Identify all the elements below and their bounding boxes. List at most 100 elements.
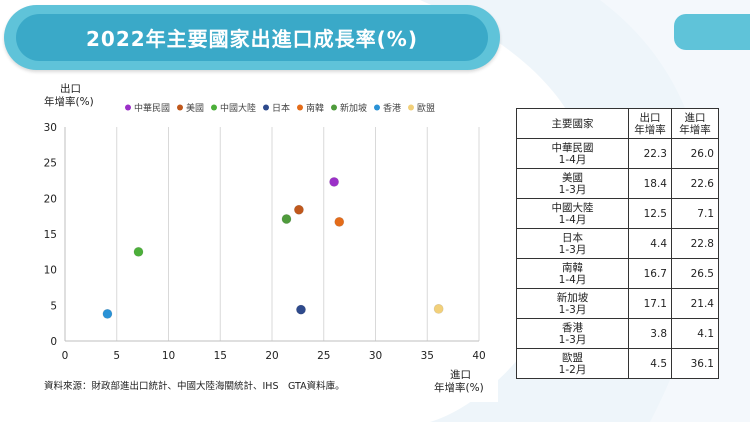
y-tick-label: 10 <box>44 265 57 277</box>
x-tick-label: 0 <box>62 350 69 362</box>
table-row: 香港 1-3月 3.8 4.1 <box>516 318 719 349</box>
export-value: 16.7 <box>628 258 672 289</box>
legend-label: 新加坡 <box>340 102 367 114</box>
page-title: 2022年主要國家出進口成長率(%) <box>86 27 418 51</box>
import-value: 26.0 <box>671 138 719 169</box>
import-value: 4.1 <box>671 318 719 349</box>
y-tick-label: 20 <box>44 193 57 205</box>
country-name: 美國 <box>562 171 583 184</box>
x-tick-label: 30 <box>369 350 382 362</box>
country-name: 南韓 <box>562 261 583 274</box>
y-tick-label: 25 <box>44 158 57 170</box>
legend-marker <box>331 104 337 111</box>
country-period: 1-4月 <box>558 213 587 226</box>
header-export-line2: 年增率 <box>634 123 666 136</box>
legend-label: 日本 <box>272 102 290 114</box>
source-note: 資料來源：財政部進出口統計、中國大陸海關統計、IHS GTA資料庫。 <box>44 381 345 392</box>
title-banner: 2022年主要國家出進口成長率(%) <box>4 5 500 70</box>
country-cell: 中華民國 1-4月 <box>516 138 629 169</box>
x-tick-label: 40 <box>472 350 485 362</box>
import-value: 7.1 <box>671 198 719 229</box>
import-value: 26.5 <box>671 258 719 289</box>
x-tick-label: 20 <box>265 350 278 362</box>
data-point <box>133 246 144 257</box>
legend-label: 歐盟 <box>417 102 435 114</box>
country-name: 日本 <box>562 231 583 244</box>
x-axis-label-line1: 進口 <box>450 369 471 381</box>
table-row: 南韓 1-4月 16.7 26.5 <box>516 258 719 289</box>
legend-label: 中國大陸 <box>220 102 256 114</box>
data-table: 主要國家 出口 年增率 進口 年增率 中華民國 1-4月 22.3 26.0 <box>516 108 719 379</box>
x-tick-label: 15 <box>214 350 227 362</box>
data-point <box>433 303 444 314</box>
data-point <box>281 214 292 224</box>
country-period: 1-3月 <box>558 303 587 316</box>
table-row: 中國大陸 1-4月 12.5 7.1 <box>516 198 719 229</box>
grid-layer <box>116 127 480 341</box>
export-value: 12.5 <box>628 198 672 229</box>
y-axis-label-line2: 年增率(%) <box>44 95 94 108</box>
table-row: 日本 1-3月 4.4 22.8 <box>516 228 719 259</box>
axis-layer: 0 5 10 15 20 25 30 35 40 0 5 10 15 20 25 30 <box>44 122 486 362</box>
legend-marker <box>374 104 380 111</box>
x-axis-label-line2: 年增率(%) <box>434 381 484 394</box>
data-point <box>296 304 306 315</box>
y-axis-label-line1: 出口 <box>60 82 81 95</box>
header-import-line1: 進口 <box>684 111 706 124</box>
legend-marker <box>125 104 131 111</box>
table-row: 中華民國 1-4月 22.3 26.0 <box>516 138 719 169</box>
legend-marker <box>297 104 303 111</box>
import-value: 22.8 <box>671 228 719 259</box>
country-period: 1-2月 <box>558 363 587 376</box>
table-row: 新加坡 1-3月 17.1 21.4 <box>516 288 719 319</box>
country-name: 香港 <box>562 321 583 334</box>
data-point <box>334 216 345 227</box>
x-tick-label: 5 <box>113 350 120 362</box>
export-value: 3.8 <box>628 318 672 349</box>
country-period: 1-3月 <box>558 243 587 256</box>
y-tick-label: 15 <box>44 229 57 241</box>
legend-marker <box>263 104 269 111</box>
header-country: 主要國家 <box>516 108 629 139</box>
legend-marker <box>408 104 414 111</box>
country-cell: 日本 1-3月 <box>516 228 629 259</box>
y-tick-label: 30 <box>44 122 57 134</box>
country-name: 中華民國 <box>551 141 594 154</box>
header-export-line1: 出口 <box>639 111 661 124</box>
table-row: 美國 1-3月 18.4 22.6 <box>516 168 719 199</box>
data-table-container: 主要國家 出口 年增率 進口 年增率 中華民國 1-4月 22.3 26.0 <box>516 108 719 379</box>
header-import-line2: 年增率 <box>679 123 711 136</box>
country-cell: 中國大陸 1-4月 <box>516 198 629 229</box>
corner-decoration-tab <box>674 14 750 50</box>
data-point <box>102 308 113 319</box>
import-value: 36.1 <box>671 348 719 379</box>
legend-layer: 中華民國 美國 中國大陸 日本 南韓 新加坡 香港 歐盟 <box>125 102 435 114</box>
export-value: 4.4 <box>628 228 672 259</box>
country-name: 歐盟 <box>562 351 583 364</box>
y-tick-label: 0 <box>50 336 57 348</box>
title-banner-inner: 2022年主要國家出進口成長率(%) <box>16 14 488 61</box>
legend-marker <box>211 104 217 111</box>
export-value: 22.3 <box>628 138 672 169</box>
country-cell: 歐盟 1-2月 <box>516 348 629 379</box>
country-name: 中國大陸 <box>551 201 594 214</box>
country-period: 1-4月 <box>558 153 587 166</box>
chart-panel <box>28 80 498 402</box>
points-layer <box>102 177 444 319</box>
legend-label: 南韓 <box>306 102 324 114</box>
export-value: 18.4 <box>628 168 672 199</box>
header-import: 進口 年增率 <box>671 108 719 139</box>
country-cell: 美國 1-3月 <box>516 168 629 199</box>
country-cell: 新加坡 1-3月 <box>516 288 629 319</box>
x-tick-label: 25 <box>317 350 330 362</box>
export-value: 17.1 <box>628 288 672 319</box>
country-period: 1-4月 <box>558 273 587 286</box>
country-cell: 香港 1-3月 <box>516 318 629 349</box>
export-value: 4.5 <box>628 348 672 379</box>
import-value: 21.4 <box>671 288 719 319</box>
legend-label: 中華民國 <box>134 102 170 114</box>
data-point <box>294 204 304 215</box>
x-tick-label: 35 <box>421 350 434 362</box>
y-tick-label: 5 <box>50 300 57 312</box>
